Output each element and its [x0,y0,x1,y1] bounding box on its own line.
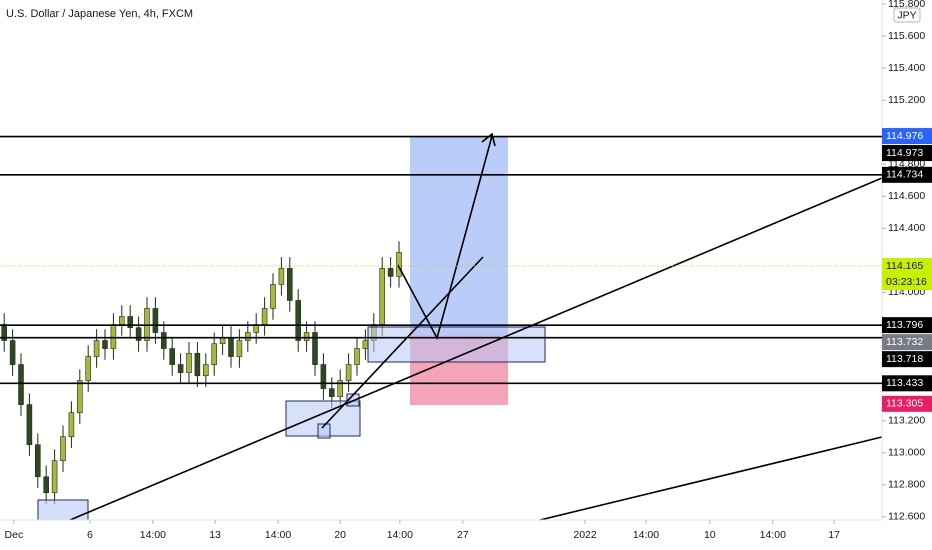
y-tick-label: 114.600 [888,190,925,202]
x-tick-label: 6 [87,529,93,541]
candle-body [270,284,276,309]
candle-body [295,300,301,341]
currency-badge[interactable] [893,7,921,23]
x-tick-label: 27 [457,529,469,541]
price-label-box [882,258,932,291]
candle-body [194,353,201,377]
trend-line[interactable] [69,177,883,521]
candle-body [387,268,394,277]
price-label-box [882,166,932,183]
candle-body [211,343,217,365]
price-label: 114.734 [886,169,923,181]
candle-body [161,332,167,349]
y-tick-label: 115.800 [888,0,925,10]
x-tick-label: 14:00 [265,529,291,541]
candle-body [203,364,209,377]
candle-body [379,268,385,325]
y-tick-label: 112.600 [888,511,925,523]
x-tick-label: 13 [209,529,221,541]
price-label-box [882,334,932,351]
candle-body [396,252,402,277]
price-label: 113.732 [886,336,923,348]
y-tick-label: 115.400 [888,62,925,74]
candle-body [345,364,352,381]
x-tick-label: 14:00 [140,529,166,541]
y-tick-label: 115.200 [888,94,925,106]
candle-body [320,364,327,389]
candle-body [261,308,268,325]
candle-body [110,324,117,349]
candle-body [236,340,243,357]
trend-line[interactable] [539,436,883,521]
x-tick-label: 17 [828,529,840,541]
candle-body [177,364,184,373]
target-zone[interactable] [410,136,508,335]
candle-body [312,332,318,365]
candle-body [152,308,159,333]
candle-body [228,337,234,357]
price-label-box [882,145,932,162]
x-tick-label: 14:00 [387,529,413,541]
candle-body [169,348,175,365]
candle-body [186,353,192,373]
candle-body [77,380,83,413]
candle-body [102,340,108,349]
x-tick-label: Dec [5,529,24,541]
chart-title: U.S. Dollar / Japanese Yen, 4h, FXCM [6,8,193,20]
price-label: 113.796 [886,319,923,331]
price-label: 113.433 [886,377,923,389]
candle-body [303,332,310,341]
candle-body [26,404,33,445]
price-label-box [882,351,932,368]
price-label-box [882,317,932,334]
price-label-box [882,128,932,145]
candle-body [337,380,343,397]
candle-body [93,340,100,357]
price-label-box [882,375,932,392]
candle-body [43,476,49,494]
price-label: 113.718 [886,353,923,365]
candle-body [287,268,293,301]
axis: 115.800115.600115.400115.200114.800114.6… [5,0,926,541]
countdown: 03:23:16 [886,276,927,288]
x-tick-label: 10 [704,529,716,541]
trend-line[interactable] [321,256,484,429]
candle-body [278,268,285,285]
candle-body [60,436,66,462]
price-label-box [882,395,932,412]
x-tick-label: 2022 [573,529,597,541]
candle-body [85,356,91,381]
zone-box[interactable] [37,499,89,521]
candle-body [35,444,41,478]
candle-body [51,460,58,494]
candle-body [362,340,369,349]
y-tick-label: 112.800 [888,479,925,491]
candle-body [68,412,75,437]
candle-body [354,348,360,365]
y-tick-label: 114.400 [888,222,925,234]
x-tick-label: 14:00 [633,529,659,541]
x-tick-label: 14:00 [760,529,786,541]
price-label: 114.976 [886,130,923,142]
price-label: 113.305 [886,398,923,410]
zone-box[interactable] [317,423,331,439]
y-tick-label: 115.600 [888,30,925,42]
candle-body [18,364,24,405]
currency: JPY [897,9,916,21]
candle-body [9,340,16,365]
plot-area [1,241,402,504]
y-tick-label: 113.200 [888,414,925,426]
y-tick-label: 113.000 [888,446,925,458]
candle-body [119,316,125,325]
candle-body [245,332,251,341]
x-tick-label: 20 [334,529,346,541]
candle-body [329,388,335,397]
candle-body [127,316,133,329]
arrow-head [481,132,496,147]
price-label: 114.973 [886,147,923,159]
price-label: 114.165 [886,260,923,272]
candle-body [135,327,142,341]
